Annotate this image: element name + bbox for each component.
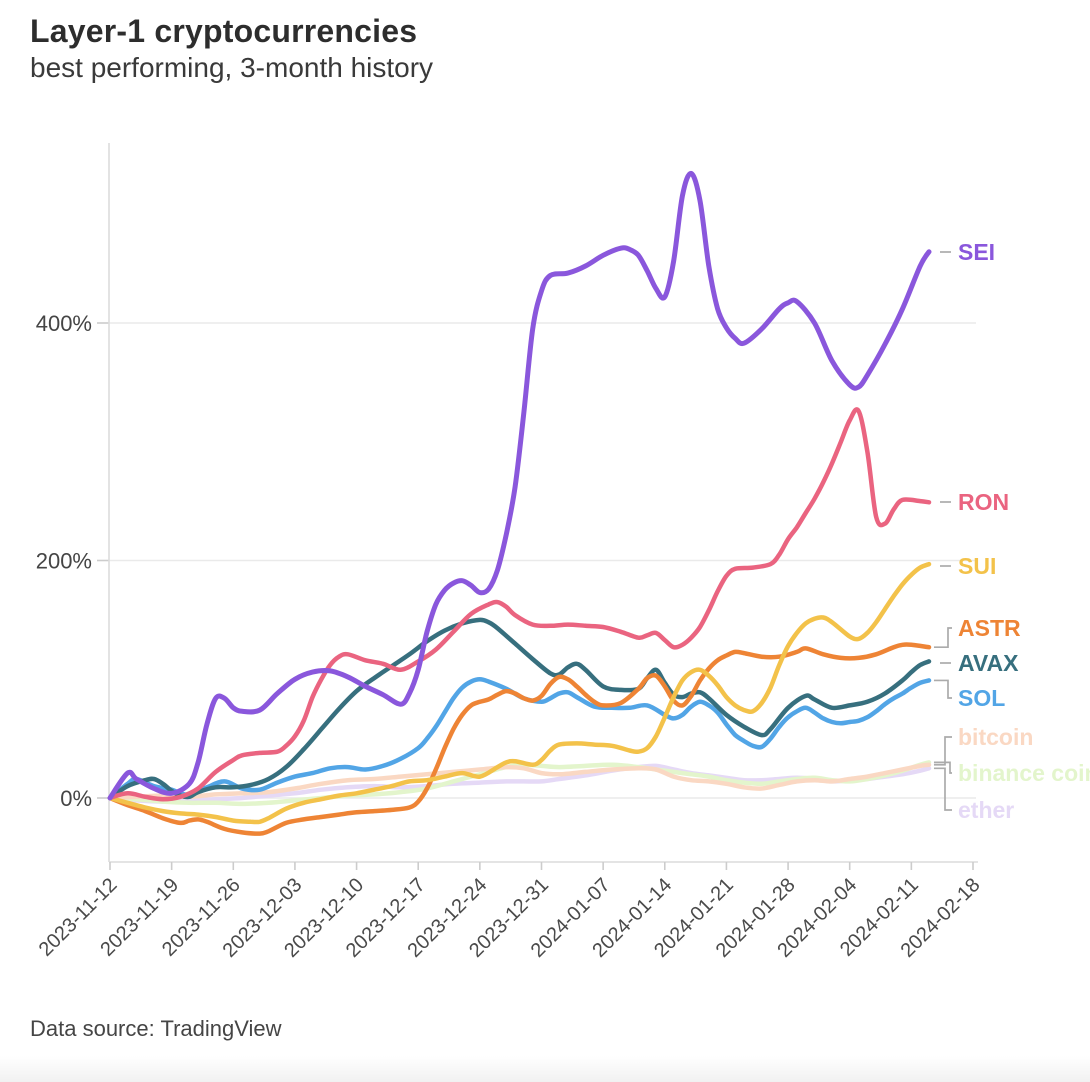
y-gridlines: 0% 200% 400% [36, 311, 976, 811]
series-end-labels: SEI RON SUI ASTR AVAX SOL bitcoin binance coin e… [933, 239, 1090, 823]
series-end-label-SEI: SEI [958, 239, 995, 265]
series-lines [107, 170, 932, 836]
axes [108, 143, 978, 863]
bottom-strip [0, 1056, 1090, 1082]
label-connector-ether [933, 767, 952, 811]
data-source-note: Data source: TradingView [30, 1016, 282, 1041]
series-end-label-binance-coin: binance coin [958, 760, 1090, 786]
series-line-SOL [107, 677, 932, 801]
series-line-SUI [107, 561, 932, 825]
series-line-AVAX [107, 617, 932, 801]
series-end-label-AVAX: AVAX [958, 650, 1019, 676]
page-subtitle: best performing, 3-month history [30, 52, 434, 83]
series-end-label-ether: ether [958, 797, 1014, 823]
y-tick-label-200: 200% [36, 549, 92, 574]
chart-header: Layer-1 cryptocurrencies best performing… [30, 12, 433, 86]
series-end-label-SUI: SUI [958, 553, 996, 579]
y-tick-label-400: 400% [36, 311, 92, 336]
series-line-RON [107, 407, 932, 802]
series-end-label-bitcoin: bitcoin [958, 724, 1033, 750]
y-tick-label-0: 0% [60, 786, 92, 811]
label-connector-binance-coin [933, 761, 952, 774]
series-end-label-RON: RON [958, 489, 1009, 515]
label-connector-bitcoin [933, 736, 952, 766]
label-connector-SOL [933, 679, 952, 699]
series-line-SEI [107, 170, 932, 801]
series-line-bitcoin [107, 762, 932, 801]
series-end-label-ASTR: ASTR [958, 615, 1021, 641]
x-axis-ticks: 2023-11-122023-11-192023-11-262023-12-03… [35, 862, 985, 962]
series-end-label-SOL: SOL [958, 685, 1005, 711]
page-title: Layer-1 cryptocurrencies [30, 13, 418, 49]
label-connector-ASTR [933, 627, 952, 649]
series-line-ASTR [107, 642, 932, 836]
